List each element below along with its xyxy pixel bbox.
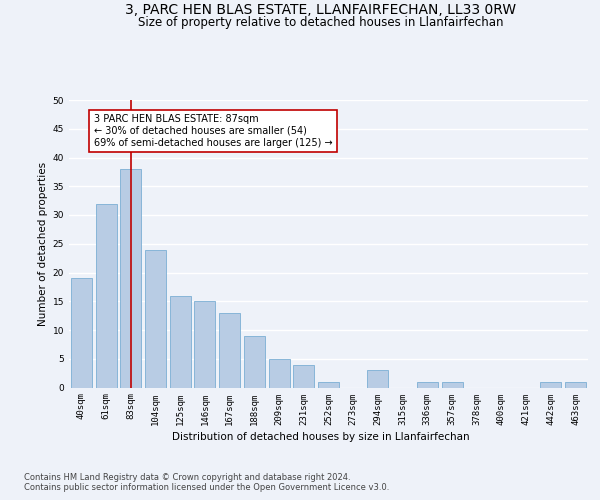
Bar: [541, 382, 562, 388]
Text: 3 PARC HEN BLAS ESTATE: 87sqm
← 30% of detached houses are smaller (54)
69% of s: 3 PARC HEN BLAS ESTATE: 87sqm ← 30% of d…: [94, 114, 332, 148]
Bar: [442, 382, 463, 388]
Bar: [71, 278, 92, 388]
Bar: [269, 359, 290, 388]
Bar: [170, 296, 191, 388]
Bar: [367, 370, 388, 388]
Bar: [318, 382, 339, 388]
Text: Size of property relative to detached houses in Llanfairfechan: Size of property relative to detached ho…: [138, 16, 504, 29]
Bar: [95, 204, 116, 388]
Text: 3, PARC HEN BLAS ESTATE, LLANFAIRFECHAN, LL33 0RW: 3, PARC HEN BLAS ESTATE, LLANFAIRFECHAN,…: [125, 2, 517, 16]
Bar: [194, 301, 215, 388]
Bar: [565, 382, 586, 388]
Text: Contains HM Land Registry data © Crown copyright and database right 2024.: Contains HM Land Registry data © Crown c…: [24, 472, 350, 482]
Text: Distribution of detached houses by size in Llanfairfechan: Distribution of detached houses by size …: [172, 432, 470, 442]
Bar: [145, 250, 166, 388]
Bar: [417, 382, 438, 388]
Bar: [244, 336, 265, 388]
Bar: [120, 169, 141, 388]
Bar: [219, 313, 240, 388]
Y-axis label: Number of detached properties: Number of detached properties: [38, 162, 49, 326]
Bar: [293, 364, 314, 388]
Text: Contains public sector information licensed under the Open Government Licence v3: Contains public sector information licen…: [24, 482, 389, 492]
